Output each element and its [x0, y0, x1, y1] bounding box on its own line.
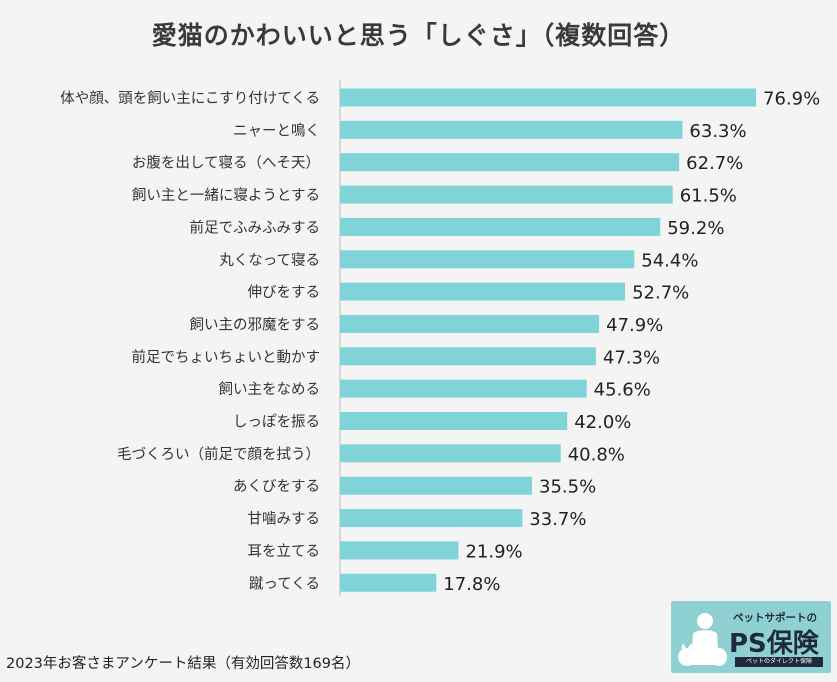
bar [340, 541, 459, 560]
category-label: 伸びをする [248, 284, 321, 301]
ps-hoken-logo: ペットサポートの PS保険 ペットのダイレクト保険 [671, 601, 831, 673]
chart-title: 愛猫のかわいいと思う「しぐさ」（複数回答） [151, 21, 686, 50]
category-label: 蹴ってくる [249, 575, 320, 592]
value-label: 42.0% [574, 412, 631, 433]
bar [340, 412, 568, 430]
logo-tagline: ペットサポートの [733, 612, 817, 624]
value-label: 62.7% [686, 153, 743, 174]
value-label: 63.3% [689, 121, 746, 142]
value-label: 33.7% [529, 509, 586, 530]
bar [340, 444, 561, 463]
value-label: 35.5% [539, 477, 596, 498]
bar [340, 347, 596, 366]
category-label: 丸くなって寝る [219, 251, 320, 269]
category-label: 飼い主をなめる [219, 381, 321, 398]
category-label: 飼い主の邪魔をする [190, 316, 321, 333]
category-label: ニャーと鳴く [233, 122, 320, 139]
value-label: 47.9% [606, 315, 663, 336]
value-label: 17.8% [443, 574, 500, 595]
pet-silhouette-icon [678, 613, 727, 666]
category-label: お腹を出して寝る（へそ天） [132, 154, 320, 172]
bar [340, 250, 635, 269]
category-label: しっぽを振る [233, 414, 320, 431]
bar-chart: 体や顔、頭を飼い主にこすり付けてくる 76.9% ニャーと鳴く 63.3% お腹を出して… [60, 80, 820, 596]
bar [340, 120, 683, 139]
bar [340, 282, 626, 301]
category-label: 甘噛みする [248, 511, 321, 528]
logo-brand: PS保険 [729, 629, 819, 659]
value-label: 40.8% [568, 444, 625, 465]
category-label: 耳を立てる [248, 543, 321, 560]
category-label: あくびをする [233, 478, 320, 495]
category-label: 前足でちょいちょいと動かす [132, 349, 321, 366]
bar [340, 185, 673, 204]
value-label: 76.9% [763, 89, 820, 110]
bar [340, 314, 600, 333]
category-label: 飼い主と一緒に寝ようとする [132, 186, 320, 204]
bar [340, 217, 661, 236]
survey-footnote: 2023年お客さまアンケート結果（有効回答数169名） [6, 656, 360, 672]
category-label: 体や顔、頭を飼い主にこすり付けてくる [60, 90, 320, 107]
bar [340, 153, 680, 172]
bar [340, 476, 533, 495]
category-label: 前足でふみふみする [190, 219, 321, 236]
bar-group: 体や顔、頭を飼い主にこすり付けてくる 76.9% ニャーと鳴く 63.3% お腹を出して… [60, 88, 820, 595]
value-label: 47.3% [603, 347, 660, 368]
bar [340, 509, 523, 528]
bar [340, 573, 437, 592]
value-label: 21.9% [465, 541, 522, 562]
bar [340, 379, 587, 398]
value-label: 59.2% [667, 218, 724, 239]
value-label: 61.5% [680, 186, 737, 207]
bar [340, 88, 756, 107]
value-label: 54.4% [641, 250, 698, 271]
value-label: 45.6% [594, 380, 651, 401]
logo-subtitle: ペットのダイレクト保険 [735, 657, 823, 667]
category-label: 毛づくろい（前足で顔を拭う） [117, 446, 320, 463]
value-label: 52.7% [632, 283, 689, 304]
